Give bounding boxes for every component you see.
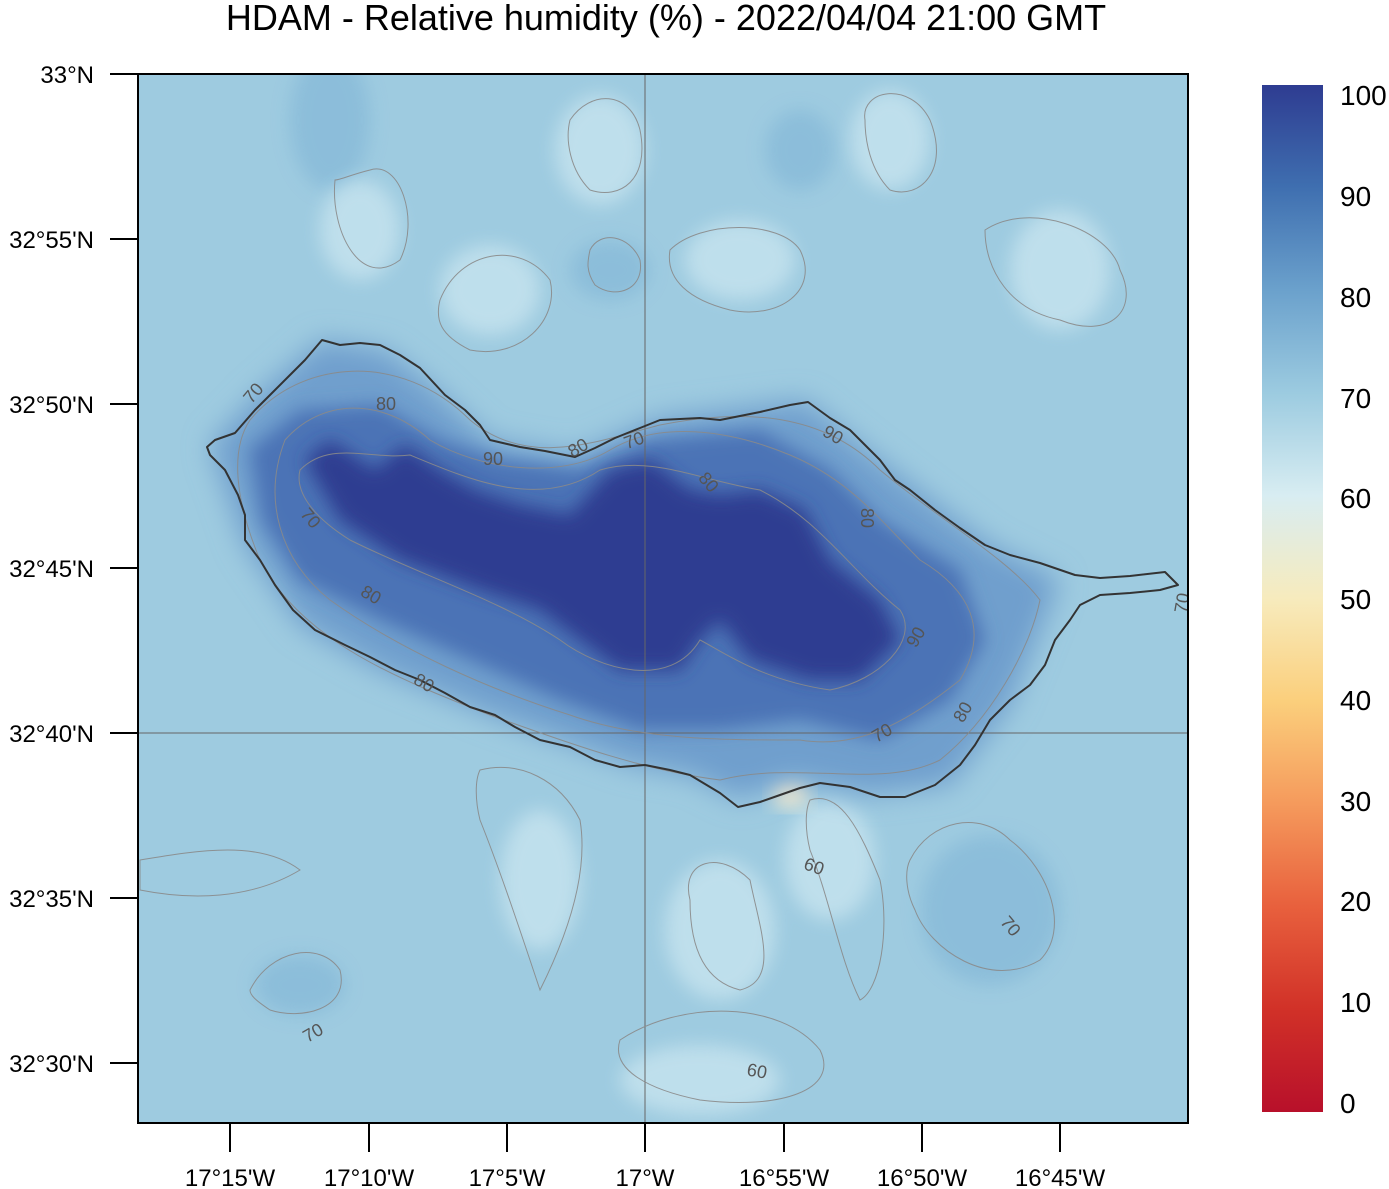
lat-label: 32°45'N <box>9 556 94 583</box>
contour-label: 70 <box>1171 591 1194 614</box>
longitude-labels: 17°15'W 17°10'W 17°5'W 17°W 16°55'W 16°5… <box>185 1165 1106 1189</box>
contour-label: 80 <box>857 508 877 528</box>
colorbar-label: 40 <box>1340 685 1371 716</box>
moist-patches <box>255 74 1060 1015</box>
lon-label: 16°45'W <box>1015 1165 1106 1189</box>
colorbar-label: 90 <box>1340 181 1371 212</box>
colorbar-labels: 100 90 80 70 60 50 40 30 20 10 0 <box>1340 80 1387 1119</box>
latitude-axis <box>110 73 138 1064</box>
latitude-labels: 33°N 32°55'N 32°50'N 32°45'N 32°40'N 32°… <box>9 62 94 1078</box>
lat-label: 32°55'N <box>9 227 94 254</box>
lat-label: 32°50'N <box>9 392 94 419</box>
colorbar-label: 30 <box>1340 786 1371 817</box>
lat-label: 32°40'N <box>9 721 94 748</box>
lat-label: 32°35'N <box>9 886 94 913</box>
colorbar-label: 60 <box>1340 483 1371 514</box>
madeira-coastline <box>206 339 1179 808</box>
colorbar-label: 0 <box>1340 1088 1356 1119</box>
colorbar-label: 20 <box>1340 886 1371 917</box>
contour-lines <box>139 93 1127 1103</box>
contour-label: 60 <box>745 1060 768 1083</box>
humidity-field: 70 80 90 80 70 80 90 80 70 80 90 80 70 8… <box>138 74 1194 1123</box>
contour-label: 90 <box>483 449 503 469</box>
map-title: HDAM - Relative humidity (%) - 2022/04/0… <box>226 0 1106 38</box>
colorbar-label: 10 <box>1340 987 1371 1018</box>
lat-label: 33°N <box>40 62 94 89</box>
lat-label: 32°30'N <box>9 1051 94 1078</box>
colorbar-label: 100 <box>1340 80 1387 111</box>
map-frame <box>137 73 1189 1124</box>
colorbar <box>1262 85 1323 1112</box>
colorbar-label: 50 <box>1340 584 1371 615</box>
contour-label: 80 <box>376 394 396 414</box>
lon-label: 16°55'W <box>739 1165 830 1189</box>
colorbar-label: 70 <box>1340 383 1371 414</box>
lon-label: 16°50'W <box>877 1165 968 1189</box>
colorbar-label: 80 <box>1340 282 1371 313</box>
lon-label: 17°5'W <box>469 1165 546 1189</box>
lon-label: 17°10'W <box>324 1165 415 1189</box>
lon-label: 17°15'W <box>185 1165 276 1189</box>
longitude-axis <box>229 1123 1061 1152</box>
lon-label: 17°W <box>616 1165 675 1189</box>
